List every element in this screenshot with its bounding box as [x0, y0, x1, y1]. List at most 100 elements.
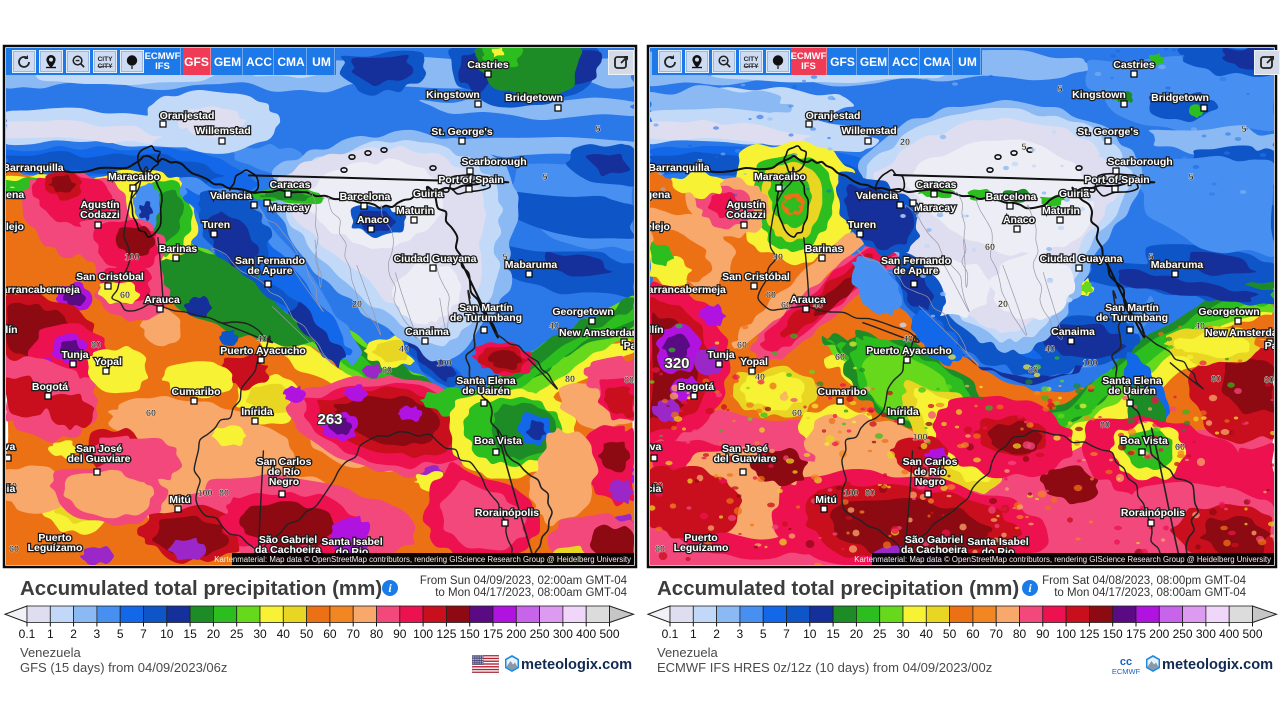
svg-text:Leguízamo: Leguízamo: [28, 542, 83, 554]
svg-text:60: 60: [737, 340, 747, 350]
svg-text:Canaima: Canaima: [405, 326, 449, 338]
svg-text:320: 320: [664, 355, 689, 372]
svg-text:20: 20: [850, 627, 864, 641]
svg-text:20: 20: [900, 137, 910, 147]
svg-text:5: 5: [697, 158, 702, 168]
svg-text:del Guaviare: del Guaviare: [713, 453, 776, 465]
svg-text:iva: iva: [1, 441, 16, 453]
svg-text:40: 40: [903, 334, 913, 344]
svg-text:Guiria: Guiria: [413, 188, 444, 200]
svg-text:20: 20: [207, 627, 221, 641]
svg-text:iva: iva: [647, 441, 662, 453]
svg-text:Puerto: Puerto: [684, 532, 717, 544]
svg-text:San Martín: San Martín: [459, 302, 513, 314]
svg-text:Yopal: Yopal: [94, 356, 122, 368]
svg-text:175: 175: [483, 627, 503, 641]
svg-text:60: 60: [792, 408, 802, 418]
svg-text:Kartenmaterial: Map data © Ope: Kartenmaterial: Map data © OpenStreetMap…: [854, 555, 1271, 564]
svg-text:40: 40: [1045, 344, 1055, 354]
svg-text:100: 100: [1056, 627, 1076, 641]
svg-text:Yopal: Yopal: [740, 356, 768, 368]
svg-text:Kingstown: Kingstown: [426, 89, 480, 101]
svg-text:Rorainópolis: Rorainópolis: [1121, 507, 1185, 519]
svg-text:Pa: Pa: [1265, 340, 1278, 352]
svg-text:60: 60: [985, 242, 995, 252]
svg-text:5: 5: [1148, 252, 1153, 262]
svg-text:40: 40: [1195, 321, 1205, 331]
svg-text:0.1: 0.1: [662, 627, 679, 641]
svg-text:250: 250: [1173, 627, 1193, 641]
svg-text:San Cristóbal: San Cristóbal: [722, 271, 790, 283]
svg-text:60: 60: [1028, 365, 1038, 375]
svg-text:150: 150: [460, 627, 480, 641]
svg-text:Georgetown: Georgetown: [552, 306, 613, 318]
svg-text:cia: cia: [647, 483, 662, 495]
svg-text:St. George's: St. George's: [431, 126, 493, 138]
svg-text:80: 80: [1211, 374, 1221, 384]
svg-text:Oranjestad: Oranjestad: [160, 110, 215, 122]
svg-text:5: 5: [542, 172, 547, 182]
svg-text:80: 80: [565, 374, 575, 384]
svg-text:Anaco: Anaco: [357, 214, 389, 226]
svg-text:Boa Vista: Boa Vista: [1120, 435, 1168, 447]
svg-text:400: 400: [576, 627, 596, 641]
svg-text:60: 60: [781, 300, 791, 310]
svg-text:50: 50: [943, 627, 957, 641]
svg-text:100: 100: [436, 358, 451, 368]
svg-text:Rorainópolis: Rorainópolis: [475, 507, 539, 519]
svg-text:San Carlos: San Carlos: [903, 456, 958, 468]
svg-text:Mabaruma: Mabaruma: [505, 259, 558, 271]
svg-text:60: 60: [146, 408, 156, 418]
svg-text:1: 1: [690, 627, 697, 641]
svg-text:100: 100: [1082, 358, 1097, 368]
svg-text:Castries: Castries: [1113, 59, 1155, 71]
svg-text:15: 15: [826, 627, 840, 641]
svg-text:cc: cc: [1120, 656, 1132, 668]
svg-text:San Martín: San Martín: [1105, 302, 1159, 314]
svg-text:Barcelona: Barcelona: [340, 191, 391, 203]
svg-text:Bogotá: Bogotá: [32, 381, 68, 393]
svg-text:San José: San José: [76, 443, 122, 455]
svg-text:30: 30: [253, 627, 267, 641]
svg-text:Kartenmaterial: Map data © Ope: Kartenmaterial: Map data © OpenStreetMap…: [214, 555, 631, 564]
svg-text:60: 60: [624, 375, 634, 385]
svg-text:Santa Isabel: Santa Isabel: [967, 536, 1028, 548]
svg-text:Barrancabermeja: Barrancabermeja: [0, 284, 80, 296]
svg-text:de Río: de Río: [914, 466, 946, 478]
svg-text:New Amsterdam: New Amsterdam: [559, 327, 641, 339]
svg-text:7: 7: [783, 627, 790, 641]
svg-text:Maracay: Maracay: [268, 202, 310, 214]
svg-text:Turen: Turen: [848, 219, 876, 231]
svg-text:Maturin: Maturin: [396, 205, 434, 217]
svg-text:de Uairén: de Uairén: [1108, 385, 1156, 397]
svg-text:de Apure: de Apure: [893, 265, 938, 277]
svg-text:60: 60: [835, 352, 845, 362]
svg-text:de Turumbang: de Turumbang: [450, 312, 522, 324]
svg-text:de Uairén: de Uairén: [462, 385, 510, 397]
svg-text:60: 60: [91, 340, 101, 350]
svg-text:Santa Elena: Santa Elena: [1102, 375, 1162, 387]
svg-text:40: 40: [755, 372, 765, 382]
svg-text:5: 5: [1021, 142, 1026, 152]
svg-text:Negro: Negro: [915, 476, 945, 488]
svg-text:5: 5: [117, 627, 124, 641]
svg-text:5: 5: [502, 252, 507, 262]
svg-text:Valencia: Valencia: [210, 190, 252, 202]
svg-text:60: 60: [766, 290, 776, 300]
svg-text:300: 300: [553, 627, 573, 641]
svg-text:meteologix.com: meteologix.com: [521, 657, 632, 673]
svg-text:CITY: CITY: [744, 63, 759, 70]
svg-text:Caracas: Caracas: [270, 179, 311, 191]
svg-text:Bogotá: Bogotá: [678, 381, 714, 393]
svg-text:Puerto Ayacucho: Puerto Ayacucho: [220, 345, 306, 357]
svg-text:500: 500: [599, 627, 619, 641]
svg-text:5: 5: [760, 627, 767, 641]
svg-text:40: 40: [920, 627, 934, 641]
svg-text:São Gabriel: São Gabriel: [259, 534, 317, 546]
svg-text:Arauca: Arauca: [790, 294, 826, 306]
svg-text:60: 60: [323, 627, 337, 641]
svg-text:Guiria: Guiria: [1059, 188, 1090, 200]
svg-text:40: 40: [399, 344, 409, 354]
svg-text:Maturin: Maturin: [1042, 205, 1080, 217]
svg-text:Maracaibo: Maracaibo: [108, 171, 160, 183]
